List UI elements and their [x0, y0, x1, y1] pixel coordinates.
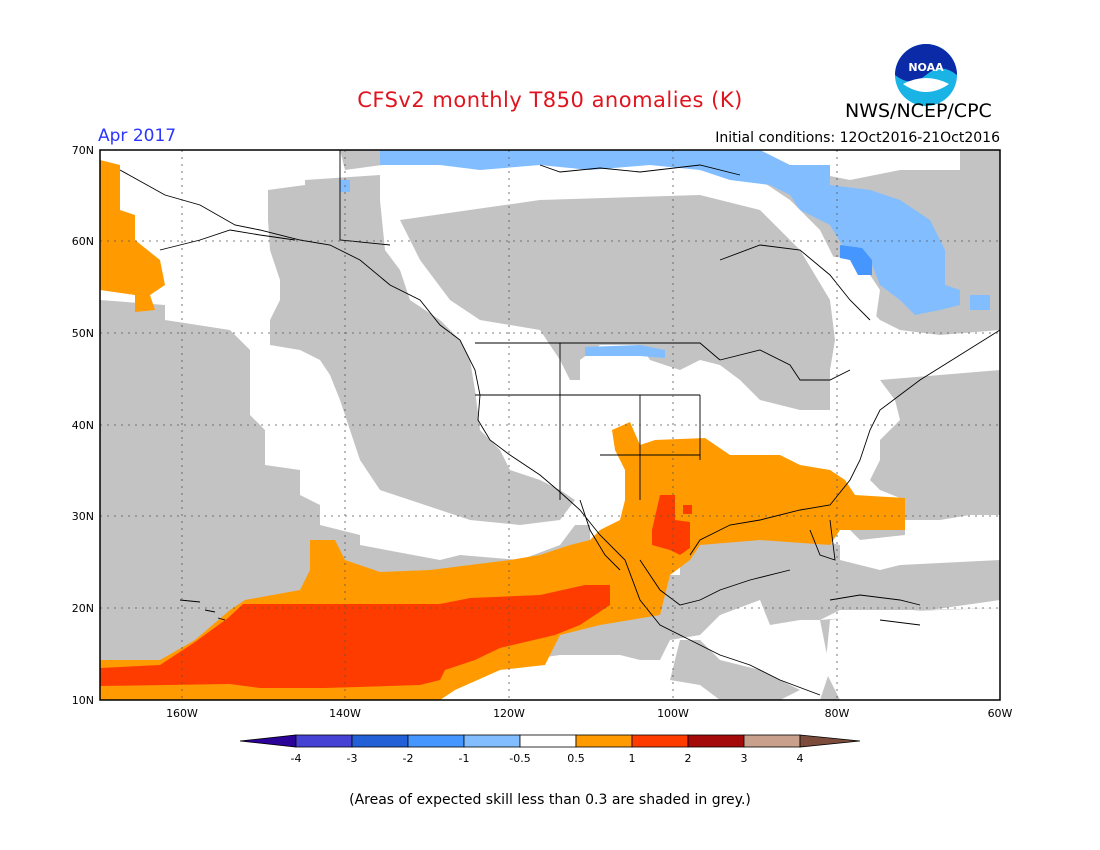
skill-note: (Areas of expected skill less than 0.3 a…	[349, 792, 751, 808]
lat-label: 60N	[72, 235, 94, 248]
colorbar-swatch	[575, 734, 633, 748]
lat-label: 20N	[72, 602, 94, 615]
lat-label: 30N	[72, 510, 94, 523]
colorbar-tick: -2	[403, 752, 414, 765]
map-frame	[99, 149, 1001, 701]
lon-label: 100W	[657, 707, 689, 720]
lon-label: 60W	[988, 707, 1013, 720]
colorbar-swatch	[351, 734, 409, 748]
colorbar-tick: 4	[797, 752, 804, 765]
lat-label: 50N	[72, 327, 94, 340]
colorbar-tick: 3	[741, 752, 748, 765]
lat-label: 70N	[72, 144, 94, 157]
colorbar-tick: -3	[347, 752, 358, 765]
colorbar	[239, 734, 861, 748]
lon-axis: 160W 140W 120W 100W 80W 60W	[166, 707, 1012, 720]
lat-label: 40N	[72, 419, 94, 432]
colorbar-tick: 2	[685, 752, 692, 765]
grid-lines	[100, 150, 1000, 700]
colorbar-tick: -1	[459, 752, 470, 765]
lon-label: 140W	[329, 707, 361, 720]
positive-anomalies-red	[100, 495, 692, 688]
colorbar-swatch	[519, 734, 577, 748]
chart-title: CFSv2 monthly T850 anomalies (K)	[357, 88, 743, 112]
lat-axis: 10N 20N 30N 40N 50N 60N 70N	[72, 144, 94, 707]
noaa-logo: NOAA	[895, 44, 957, 106]
colorbar-tick: -4	[291, 752, 302, 765]
colorbar-tick: -0.5	[509, 752, 530, 765]
lon-label: 80W	[825, 707, 850, 720]
colorbar-swatch	[239, 734, 297, 748]
colorbar-swatch	[463, 734, 521, 748]
colorbar-labels: -4 -3 -2 -1 -0.5 0.5 1 2 3 4	[291, 752, 804, 765]
colorbar-swatch	[295, 734, 353, 748]
agency-label: NWS/NCEP/CPC	[845, 100, 992, 122]
colorbar-tick: 0.5	[567, 752, 585, 765]
colorbar-swatch	[631, 734, 689, 748]
lon-label: 120W	[493, 707, 525, 720]
initial-conditions: Initial conditions: 12Oct2016-21Oct2016	[715, 130, 1000, 146]
noaa-logo-text: NOAA	[908, 61, 944, 74]
lat-label: 10N	[72, 694, 94, 707]
lon-label: 160W	[166, 707, 198, 720]
coastlines	[119, 150, 1000, 696]
colorbar-tick: 1	[629, 752, 636, 765]
colorbar-swatch	[743, 734, 801, 748]
forecast-month: Apr 2017	[98, 126, 177, 146]
colorbar-swatch	[407, 734, 465, 748]
colorbar-swatch	[687, 734, 745, 748]
colorbar-swatch	[799, 734, 861, 748]
